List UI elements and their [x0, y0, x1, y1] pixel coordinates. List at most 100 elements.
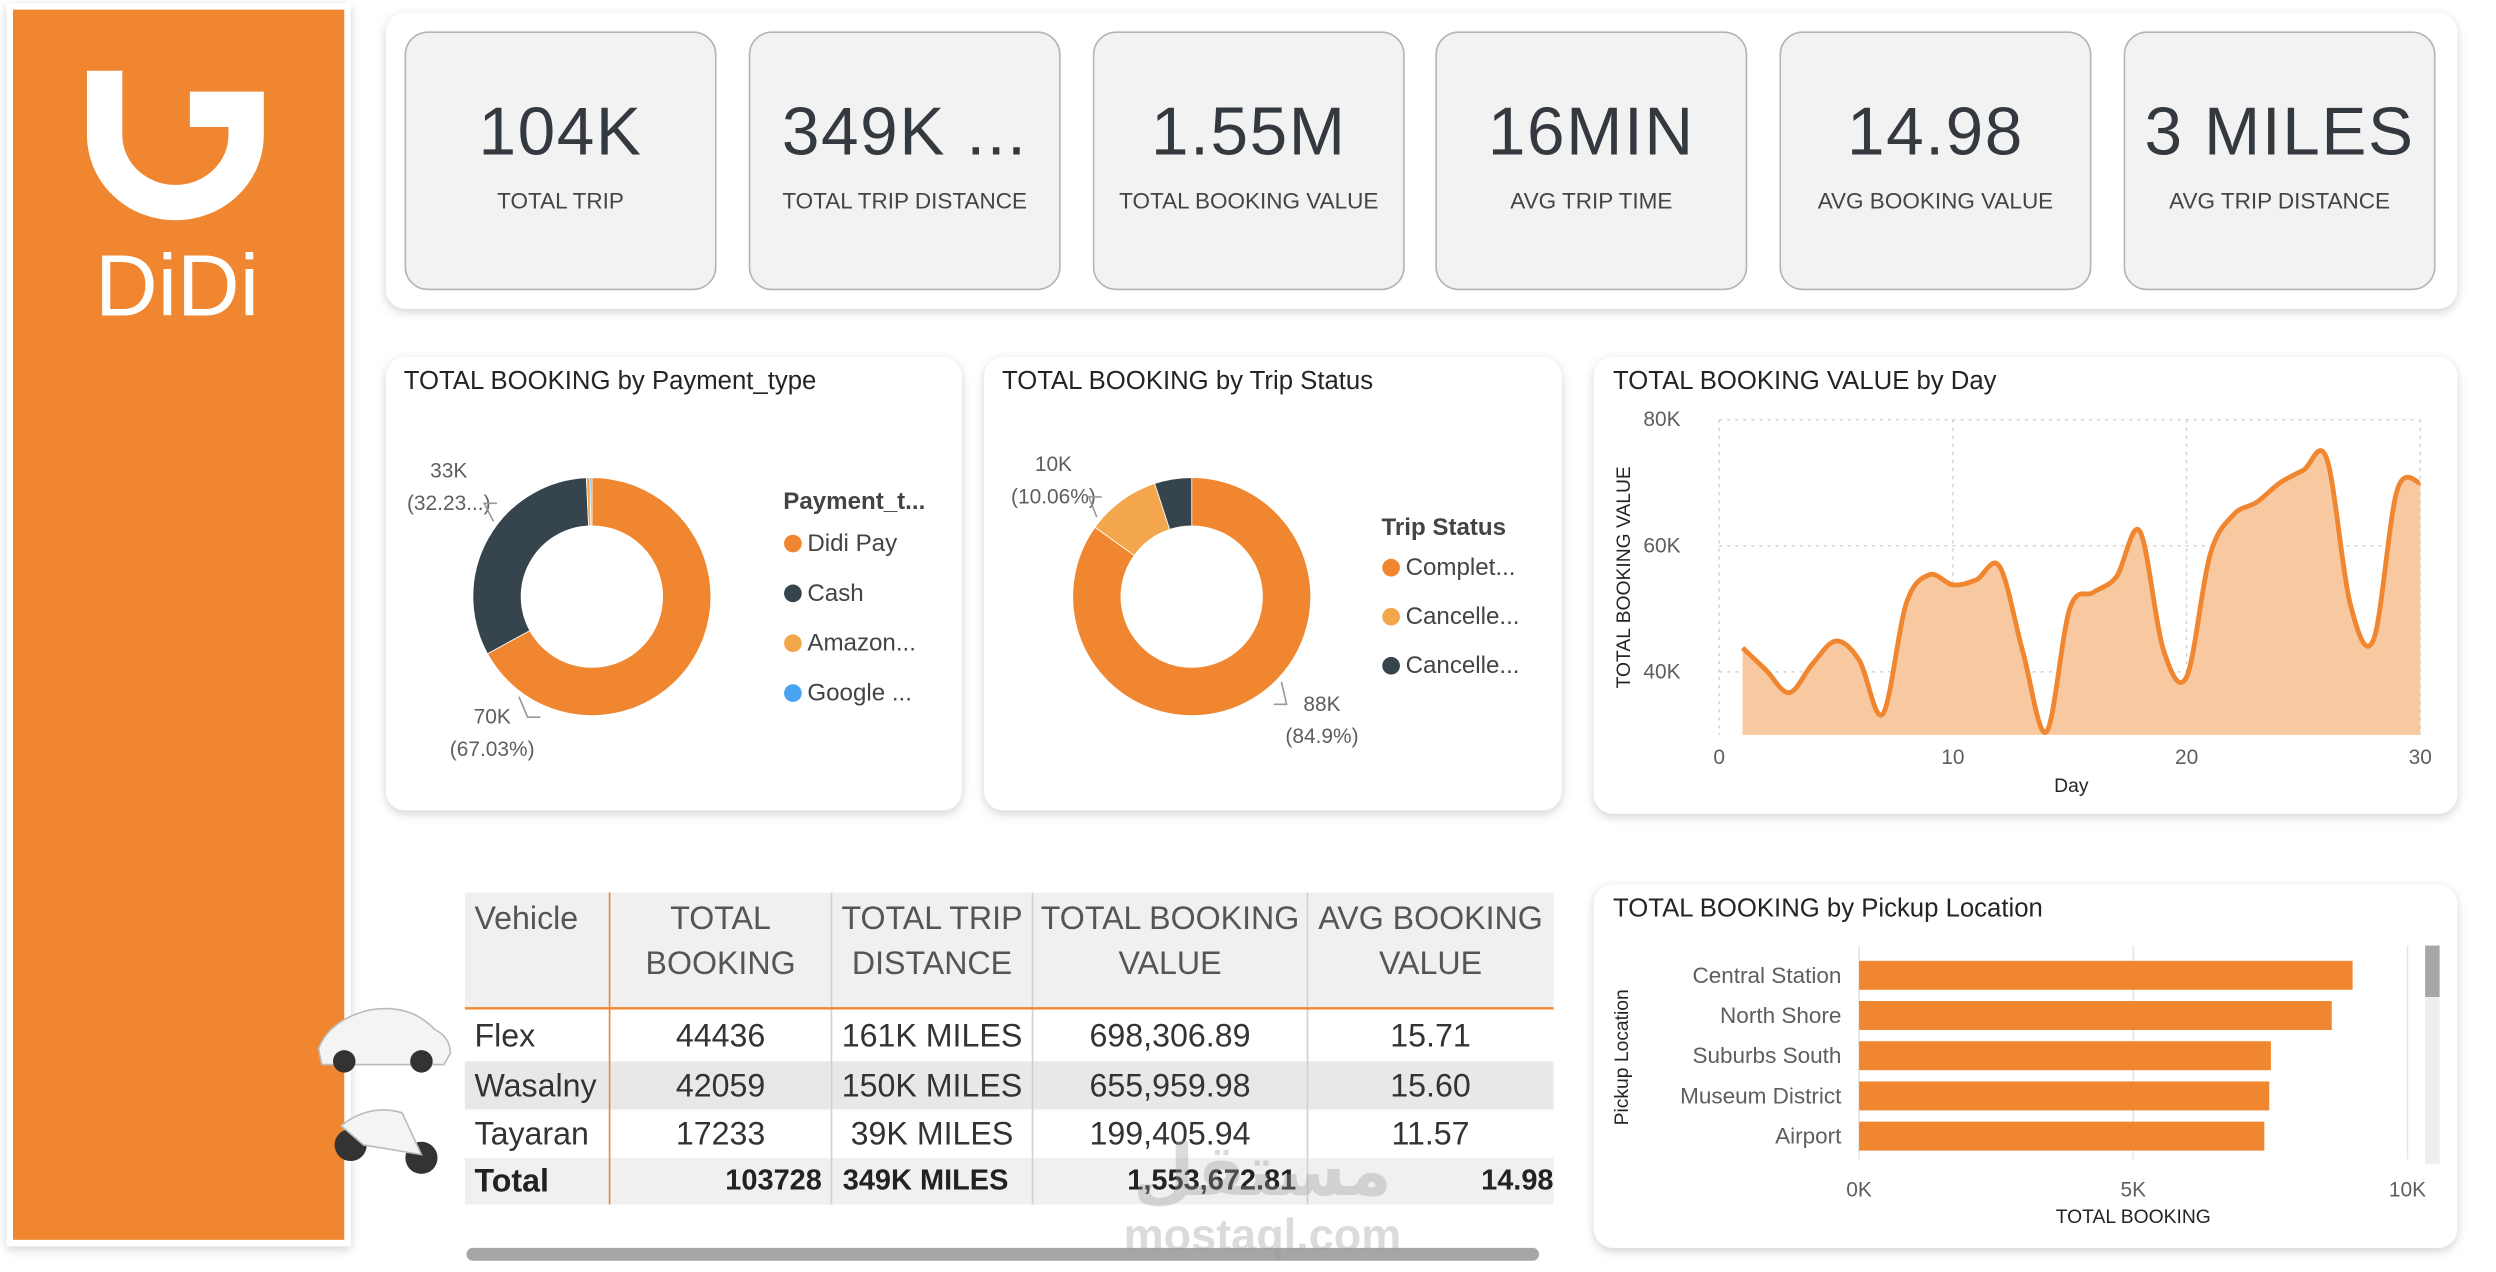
table-header: VALUE: [1379, 945, 1482, 981]
pie-slice: [589, 477, 593, 527]
kpi-value: 16MIN: [1488, 94, 1695, 169]
legend-label: Complet...: [1406, 554, 1516, 581]
table-cell: 39K MILES: [851, 1116, 1014, 1152]
table-cell: 15.71: [1390, 1018, 1470, 1054]
kpi-label: TOTAL BOOKING VALUE: [1119, 189, 1378, 214]
legend-label: Didi Pay: [807, 530, 897, 557]
bar: [1859, 1041, 2271, 1071]
legend-label: Amazon...: [807, 630, 916, 657]
y-tick-label: 60K: [1643, 534, 1680, 557]
logo-text: DiDi: [95, 238, 259, 335]
pie-slice: [486, 477, 712, 716]
pie-slice: [472, 477, 590, 655]
data-label: 33K: [430, 460, 467, 483]
kpi-value: 104K: [478, 94, 642, 169]
y-axis-title: TOTAL BOOKING VALUE: [1614, 466, 1635, 688]
data-label: (84.9%): [1285, 725, 1358, 748]
kpi-value: 1.55M: [1151, 94, 1347, 169]
watermark: mostaql.com: [1124, 1210, 1402, 1261]
table-header: BOOKING: [645, 945, 795, 981]
data-label: (32.23...): [407, 492, 491, 515]
chart-title: TOTAL BOOKING by Payment_type: [404, 367, 817, 395]
x-tick-label: 0: [1713, 746, 1725, 769]
table-cell: 199,405.94: [1090, 1116, 1251, 1152]
leader-line: [518, 696, 541, 719]
legend-marker: [784, 684, 802, 702]
kpi-label: TOTAL TRIP: [497, 189, 624, 214]
table-cell: 17233: [676, 1116, 765, 1152]
kpi-card: [2123, 31, 2436, 291]
legend-label: Google ...: [807, 680, 912, 707]
bar: [1859, 960, 2353, 990]
data-label: 10K: [1035, 453, 1072, 476]
data-label: 70K: [474, 706, 511, 729]
scrollbar-track: [2425, 945, 2440, 1165]
bar: [1859, 1081, 2270, 1111]
x-tick-label: 0K: [1846, 1178, 1872, 1201]
legend-marker: [784, 634, 802, 653]
table-row-shade: [464, 1061, 1554, 1110]
kpi-value: 349K ...: [782, 94, 1028, 169]
pie-slice: [1072, 477, 1312, 716]
x-tick-label: 30: [2409, 746, 2432, 769]
chart-title: TOTAL BOOKING by Pickup Location: [1613, 895, 2043, 923]
pie-slice: [1154, 477, 1193, 530]
table-header: Vehicle: [475, 900, 579, 936]
kpi-card: [1435, 31, 1748, 291]
table-header: DISTANCE: [852, 945, 1012, 981]
leader-line: [1087, 496, 1102, 518]
y-tick-label: Suburbs South: [1693, 1043, 1842, 1068]
kpi-card: [1779, 31, 2092, 291]
x-axis-title: Day: [2054, 776, 2089, 797]
kpi-label: AVG BOOKING VALUE: [1818, 189, 2053, 214]
kpi-label: AVG TRIP TIME: [1510, 189, 1672, 214]
legend-label: Cancelle...: [1406, 603, 1520, 630]
table-cell: 655,959.98: [1090, 1067, 1251, 1103]
scrollbar-thumb[interactable]: [2425, 945, 2440, 998]
watermark: مستقل: [1133, 1131, 1392, 1210]
x-axis-title: TOTAL BOOKING: [2056, 1207, 2211, 1228]
x-tick-label: 10K: [2389, 1178, 2426, 1201]
y-tick-label: North Shore: [1720, 1003, 1841, 1028]
table-header: AVG BOOKING: [1318, 900, 1543, 936]
table-header: VALUE: [1118, 945, 1221, 981]
legend-marker: [1382, 607, 1400, 626]
kpi-value: 14.98: [1847, 94, 2024, 169]
table-cell: 698,306.89: [1090, 1018, 1251, 1054]
legend-label: Cancelle...: [1406, 652, 1520, 679]
kpi-label: AVG TRIP DISTANCE: [2169, 189, 2390, 214]
data-label: (67.03%): [450, 738, 535, 761]
table-header: TOTAL BOOKING: [1041, 900, 1300, 936]
table-cell: 161K MILES: [842, 1018, 1023, 1054]
legend-marker: [1382, 558, 1400, 577]
legend-title: Payment_t...: [783, 488, 925, 515]
table-cell: Wasalny: [475, 1067, 598, 1103]
bar: [1859, 1121, 2265, 1151]
kpi-card: [748, 31, 1061, 291]
chart-title: TOTAL BOOKING by Trip Status: [1002, 367, 1373, 395]
table-cell: 15.60: [1390, 1067, 1470, 1103]
chart-title: TOTAL BOOKING VALUE by Day: [1613, 367, 1997, 395]
kpi-card: [404, 31, 717, 291]
series-line: [1740, 448, 2422, 735]
data-label: 88K: [1303, 693, 1340, 716]
table-total: 103728: [725, 1164, 822, 1196]
y-tick-label: Museum District: [1680, 1083, 1842, 1108]
table-cell: 150K MILES: [842, 1067, 1023, 1103]
y-tick-label: 80K: [1643, 408, 1680, 431]
scrollbar[interactable]: [466, 1247, 1540, 1261]
y-tick-label: Central Station: [1693, 963, 1842, 988]
bar: [1859, 1001, 2332, 1030]
legend-marker: [1382, 656, 1400, 675]
leader-line: [1273, 681, 1288, 706]
legend-title: Trip Status: [1381, 514, 1506, 541]
table-total: 349K MILES: [843, 1164, 1009, 1196]
data-label: (10.06%): [1011, 485, 1096, 508]
content: 104K TOTAL TRIP 349K ... TOTAL TRIP DISTANC…: [404, 31, 2436, 1228]
scooter-icon: [334, 1109, 438, 1174]
x-tick-label: 5K: [2120, 1178, 2146, 1201]
kpi-value: 3 MILES: [2144, 94, 2414, 169]
table-cell: 44436: [676, 1018, 765, 1054]
